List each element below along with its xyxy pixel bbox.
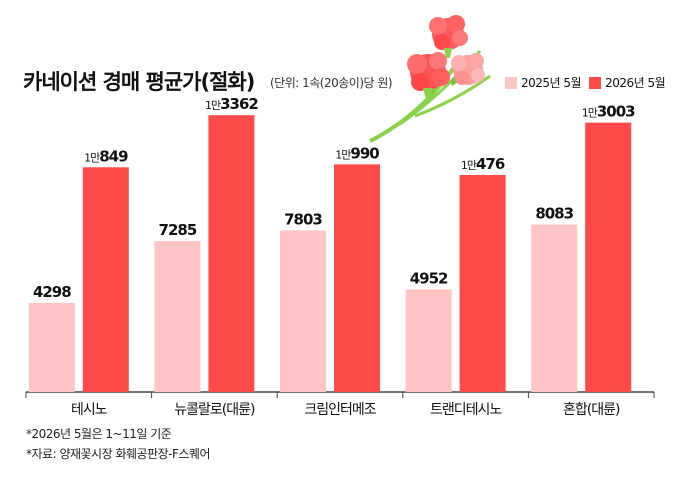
data-label-value: 476 (476, 155, 505, 173)
data-label: 1만476 (461, 155, 505, 173)
data-label-prefix: 1만 (335, 148, 351, 161)
legend-swatch-2025 (505, 76, 517, 89)
x-tick-label: 트랜디테시노 (430, 402, 502, 418)
data-label-value: 8083 (535, 205, 573, 223)
data-label-value: 4298 (33, 283, 71, 301)
data-label-prefix: 1만 (582, 107, 598, 120)
data-label: 8083 (535, 205, 573, 223)
legend: 2025년 5월 2026년 5월 (505, 74, 673, 91)
legend-label-2025: 2025년 5월 (521, 76, 582, 90)
legend-item-2025: 2025년 5월 (505, 74, 582, 91)
footnote-period: *2026년 5월은 1~11일 기준 (26, 427, 172, 441)
bar-2026 (82, 167, 129, 392)
bar-2025 (280, 230, 326, 392)
data-label-value: 990 (350, 144, 379, 162)
bar-2025 (531, 224, 578, 392)
data-label-value: 3003 (597, 103, 635, 121)
data-label: 1만849 (84, 147, 128, 165)
footnotes: *2026년 5월은 1~11일 기준 *자료: 양재꽃시장 화훼공판장-F스퀘… (26, 424, 211, 464)
data-label-value: 3362 (220, 95, 258, 113)
data-label-prefix: 1만 (461, 159, 477, 172)
data-label-value: 7803 (284, 210, 322, 228)
legend-item-2026: 2026년 5월 (589, 74, 666, 91)
x-tick-label: 테시노 (71, 402, 108, 418)
data-label-value: 4952 (410, 269, 448, 287)
bar-2026 (585, 122, 632, 392)
data-label: 7285 (159, 221, 197, 239)
chart-title: 카네이션 경매 평균가(절화) (23, 70, 255, 94)
x-tick-label: 크림인터메조 (304, 402, 376, 418)
data-label: 4952 (410, 269, 448, 287)
data-label-prefix: 1만 (84, 151, 100, 164)
legend-swatch-2026 (589, 76, 602, 89)
bar-2025 (405, 289, 452, 392)
x-tick-label: 혼합(대륜) (563, 402, 620, 418)
x-tick-label: 뉴콜랄로(대륜) (174, 402, 255, 418)
bar-2025 (154, 241, 201, 392)
bar-2026 (334, 164, 380, 392)
bar-2025 (28, 302, 75, 392)
carnation-illustration-icon (369, 15, 491, 143)
data-label: 1만3362 (205, 95, 258, 113)
unit-label: (단위: 1속(20송이)당 원) (270, 76, 393, 90)
data-label-prefix: 1만 (205, 99, 221, 112)
bar-2026 (208, 115, 255, 393)
legend-label-2026: 2026년 5월 (605, 76, 666, 90)
data-label: 1만990 (335, 144, 379, 162)
footnote-source: *자료: 양재꽃시장 화훼공판장-F스퀘어 (26, 447, 211, 461)
data-label: 4298 (33, 283, 71, 301)
data-label: 7803 (284, 210, 322, 228)
bar-2026 (459, 174, 506, 392)
data-label: 1만3003 (582, 103, 635, 121)
data-label-value: 7285 (159, 221, 197, 239)
data-label-value: 849 (99, 147, 128, 165)
